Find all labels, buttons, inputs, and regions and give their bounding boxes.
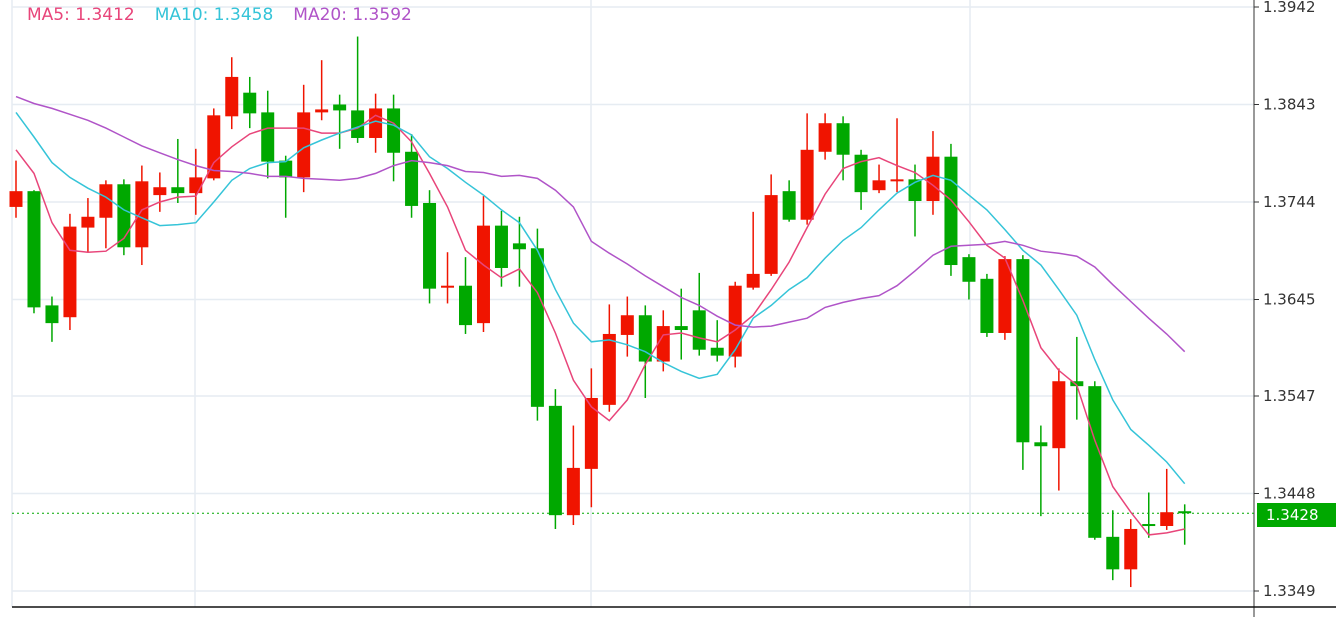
candle-body-down bbox=[692, 310, 706, 350]
candle-body-up bbox=[153, 187, 167, 196]
legend-ma10: MA10: 1.3458 bbox=[154, 5, 274, 25]
candle-body-down bbox=[387, 108, 401, 153]
y-tick-label: 1.3547 bbox=[1263, 387, 1316, 405]
candle-body-up bbox=[926, 156, 940, 202]
legend-ma5: MA5: 1.3412 bbox=[27, 5, 135, 25]
candle-body-up bbox=[746, 273, 760, 288]
candle-body-down bbox=[279, 160, 293, 178]
candle-body-down bbox=[1016, 259, 1030, 443]
candle-body-up bbox=[189, 177, 203, 194]
candle-body-up bbox=[315, 109, 329, 113]
candle-body-down bbox=[530, 248, 544, 407]
candle-body-down bbox=[980, 278, 994, 333]
candle-body-down bbox=[1106, 536, 1120, 570]
candle-body-up bbox=[441, 285, 455, 288]
candle-body-up bbox=[297, 112, 311, 178]
candle-body-up bbox=[890, 179, 904, 182]
candle-body-down bbox=[674, 326, 688, 331]
candle-body-up bbox=[476, 225, 490, 324]
candle-body-down bbox=[459, 285, 472, 326]
y-tick-label: 1.3448 bbox=[1263, 485, 1316, 503]
candle-body-down bbox=[494, 225, 508, 268]
legend-ma20: MA20: 1.3592 bbox=[293, 5, 412, 25]
candle-body-up bbox=[81, 216, 95, 228]
ma-legend: MA5: 1.3412 MA10: 1.3458 MA20: 1.3592 bbox=[27, 5, 412, 25]
y-tick-label: 1.3744 bbox=[1263, 193, 1316, 211]
y-tick-label: 1.3349 bbox=[1263, 582, 1316, 600]
candle-body-down bbox=[243, 92, 257, 114]
candle-body-up bbox=[566, 467, 580, 516]
candle-body-up bbox=[63, 226, 77, 318]
candle-body-down bbox=[782, 191, 796, 220]
candle-body-up bbox=[135, 181, 149, 248]
candle-body-down bbox=[27, 191, 41, 308]
ma-line-ma20 bbox=[15, 95, 1186, 353]
candle-body-up bbox=[1052, 381, 1066, 449]
candle-body-down bbox=[423, 202, 437, 289]
candle-body-down bbox=[548, 405, 562, 516]
candle-body-down bbox=[962, 257, 976, 282]
candle-body-up bbox=[998, 259, 1012, 333]
candle-body-up bbox=[764, 195, 778, 274]
candle-body-up bbox=[602, 333, 616, 405]
candle-body-up bbox=[620, 315, 634, 335]
ma-line-ma5 bbox=[15, 114, 1185, 536]
candle-body-up bbox=[872, 180, 886, 191]
candle-body-up bbox=[1124, 528, 1138, 570]
candle-body-down bbox=[1070, 381, 1084, 387]
candle-body-down bbox=[117, 184, 131, 248]
y-tick-label: 1.3843 bbox=[1263, 95, 1316, 113]
candle-body-down bbox=[261, 112, 275, 162]
candle-body-down bbox=[710, 347, 724, 356]
candle-body-down bbox=[405, 151, 419, 206]
candle-body-down bbox=[1178, 511, 1192, 514]
y-tick-label: 1.3942 bbox=[1263, 0, 1316, 16]
candle-body-down bbox=[1142, 524, 1156, 527]
candle-body-up bbox=[9, 191, 23, 207]
candle-body-up bbox=[728, 285, 742, 357]
candle-body-down bbox=[45, 305, 59, 324]
candle-body-up bbox=[99, 184, 113, 218]
y-tick-label: 1.3645 bbox=[1263, 290, 1316, 308]
candle-body-down bbox=[1088, 386, 1102, 538]
candle-body-down bbox=[1034, 442, 1048, 447]
candle-body-down bbox=[512, 243, 526, 250]
candle-body-down bbox=[836, 123, 850, 155]
candle-body-down bbox=[171, 187, 185, 194]
candle-body-up bbox=[800, 149, 814, 220]
candle-body-up bbox=[207, 115, 221, 179]
candle-body-up bbox=[1160, 512, 1174, 527]
candle-body-up bbox=[369, 108, 383, 138]
candle-body-down bbox=[333, 104, 347, 111]
candle-body-up bbox=[818, 123, 832, 152]
candle-body-down bbox=[854, 154, 868, 193]
ma-line-ma10 bbox=[15, 111, 1186, 485]
candle-body-up bbox=[584, 397, 598, 469]
candle-body-down bbox=[351, 110, 365, 138]
last-price-label: 1.3428 bbox=[1257, 503, 1336, 527]
candle-body-up bbox=[225, 76, 239, 117]
